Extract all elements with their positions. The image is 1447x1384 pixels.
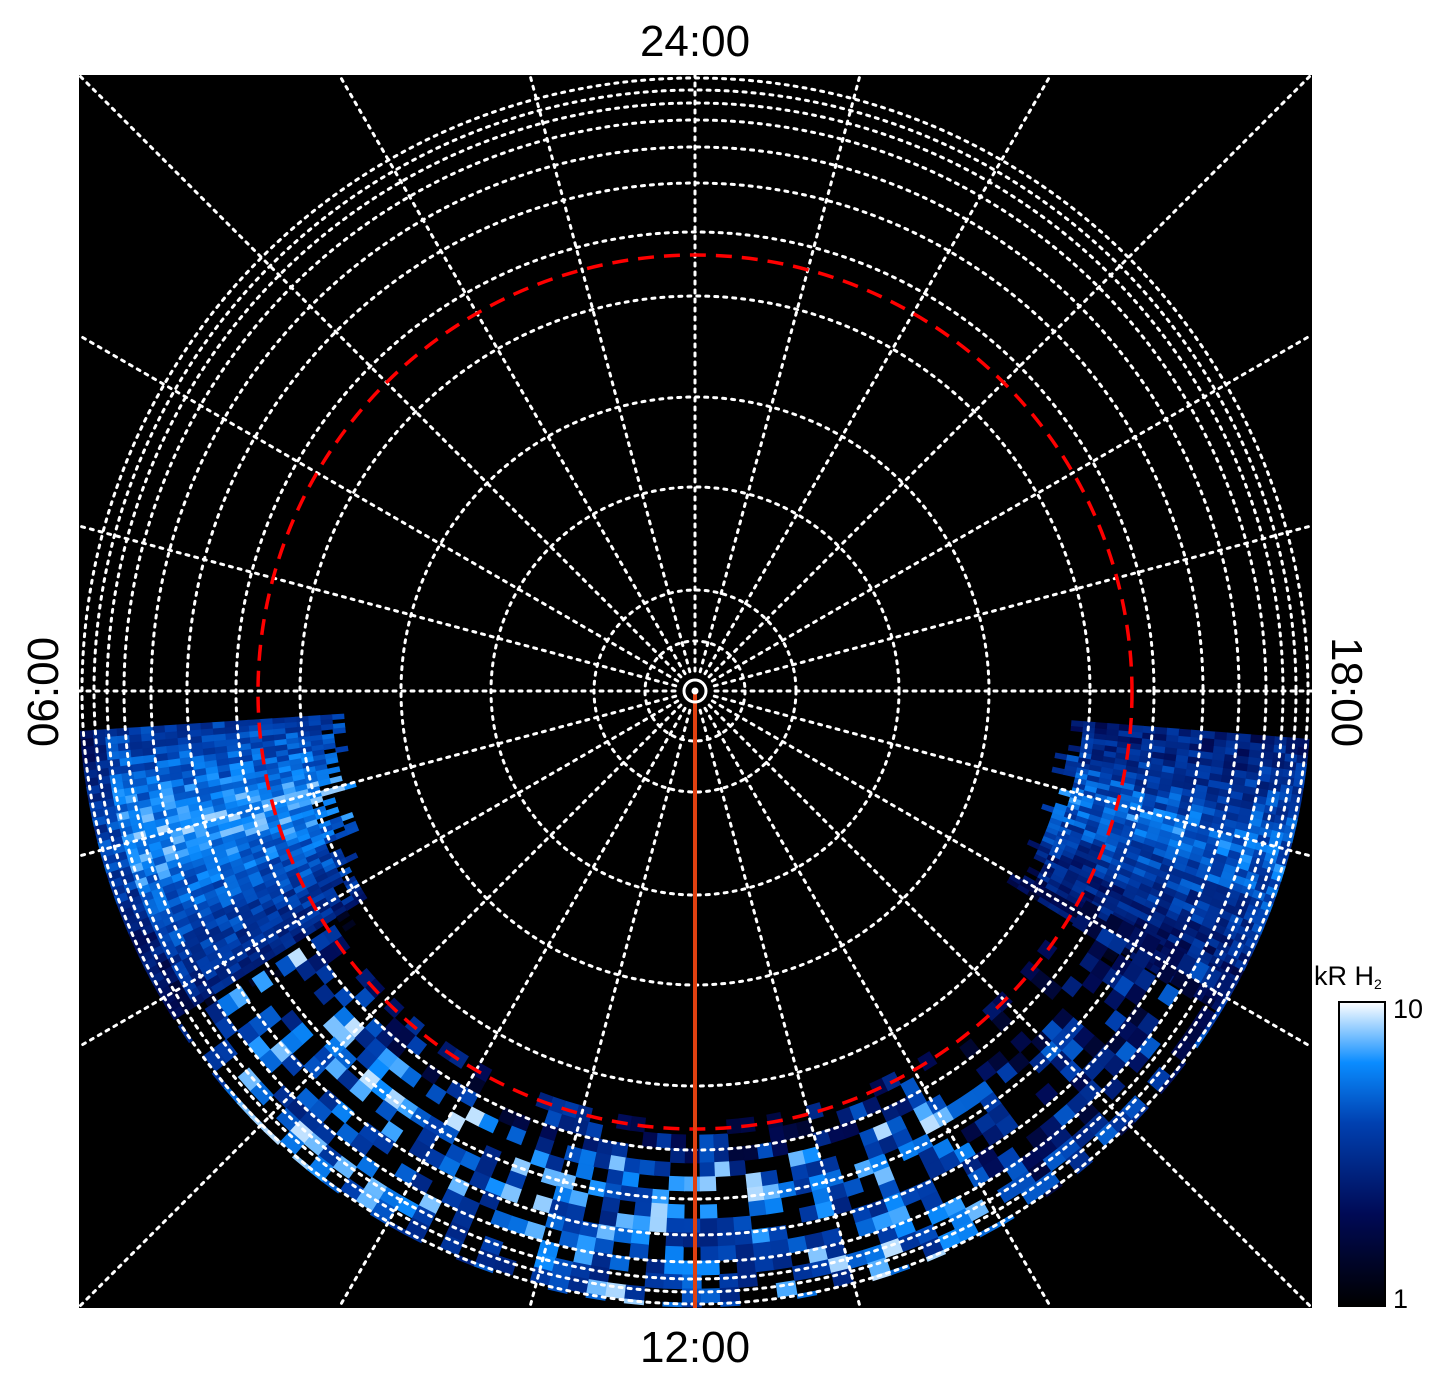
emission-cell <box>139 726 154 736</box>
emission-cell <box>713 1133 729 1150</box>
emission-cell <box>699 1176 717 1192</box>
emission-cell <box>729 1159 747 1177</box>
emission-cell <box>670 1133 687 1150</box>
emission-cell <box>748 1199 768 1217</box>
emission-cell <box>1106 723 1121 731</box>
emission-cell <box>638 1159 656 1176</box>
colorbar-title: kR H2 <box>1314 961 1382 992</box>
emission-cell <box>745 1172 764 1189</box>
emission-cell <box>332 727 346 735</box>
emission-cell <box>341 919 357 932</box>
emission-cell <box>621 1171 640 1189</box>
emission-cell <box>735 1243 756 1260</box>
emission-cell <box>331 713 345 720</box>
emission-cell <box>335 910 351 923</box>
emission-cell <box>700 1218 719 1234</box>
emission-cell <box>320 723 334 731</box>
label-top: 24:00 <box>640 17 750 66</box>
emission-cell <box>684 1176 701 1192</box>
emission-cell <box>641 1131 659 1148</box>
emission-cell <box>629 1242 649 1260</box>
emission-cell <box>593 1152 612 1170</box>
emission-cell <box>650 1202 669 1219</box>
emission-cell <box>714 1161 732 1177</box>
emission-cell <box>615 1212 635 1230</box>
colorbar <box>1338 1001 1386 1307</box>
emission-cell <box>682 1274 702 1290</box>
emission-cell <box>605 1282 627 1300</box>
emission-cell <box>1298 738 1310 748</box>
emission-cell <box>752 1241 773 1259</box>
colorbar-tick-min: 1 <box>1393 1284 1408 1314</box>
emission-cell <box>1238 733 1252 743</box>
emission-cell <box>632 1215 652 1232</box>
emission-cell <box>1070 720 1085 728</box>
emission-cell <box>663 1273 684 1290</box>
emission-cell <box>683 1218 702 1234</box>
emission-cell <box>169 1006 185 1021</box>
emission-cell <box>699 1204 718 1220</box>
emission-cell <box>1094 722 1109 730</box>
emission-cell <box>127 726 142 736</box>
emission-cell <box>633 1201 653 1218</box>
emission-cell <box>1202 730 1216 740</box>
emission-cell <box>664 1245 684 1262</box>
emission-cell <box>653 1160 671 1177</box>
emission-cell <box>575 1162 595 1181</box>
emission-cell <box>1154 726 1168 735</box>
label-right: 18:00 <box>1322 637 1371 747</box>
emission-cell <box>716 1217 736 1233</box>
colorbar-tick-max: 10 <box>1393 994 1423 1024</box>
emission-cell <box>656 1133 673 1149</box>
emission-cell <box>1250 734 1264 744</box>
emission-cell <box>737 1271 758 1288</box>
pole-dot <box>691 687 699 695</box>
emission-cell <box>666 1203 685 1220</box>
emission-cell <box>700 1246 720 1262</box>
emission-cell <box>666 1217 685 1234</box>
emission-cell <box>1166 727 1180 736</box>
emission-cell <box>760 1169 779 1187</box>
emission-cell <box>649 1216 668 1233</box>
emission-cell <box>1214 731 1228 741</box>
label-left: 06:00 <box>19 637 68 747</box>
emission-cell <box>1178 728 1192 738</box>
emission-cell <box>791 1263 814 1282</box>
emission-cell <box>699 1134 715 1150</box>
emission-cell <box>699 1162 716 1178</box>
emission-cell <box>623 1157 642 1175</box>
emission-cell <box>103 728 118 738</box>
emission-cell <box>668 1175 686 1192</box>
emission-cell <box>764 1197 784 1215</box>
emission-cell <box>644 1272 665 1289</box>
emission-cell <box>1130 724 1145 733</box>
emission-cell <box>717 1245 738 1261</box>
emission-cell <box>719 1273 740 1289</box>
emission-cell <box>733 1215 753 1232</box>
label-bottom: 12:00 <box>640 1323 750 1372</box>
